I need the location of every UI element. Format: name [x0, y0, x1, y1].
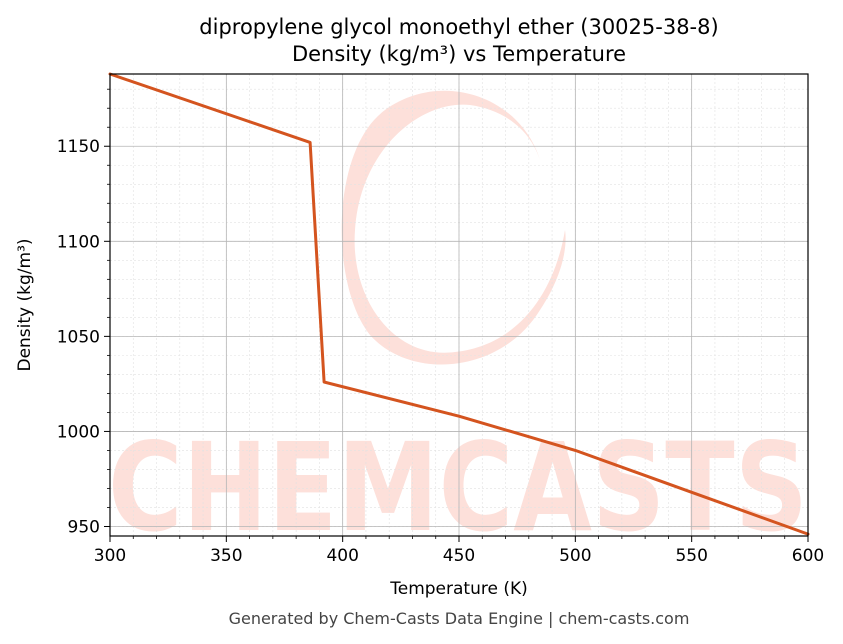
y-tick-label: 1150: [57, 137, 100, 157]
chart-title: dipropylene glycol monoethyl ether (3002…: [199, 15, 718, 39]
chart-subtitle: Density (kg/m³) vs Temperature: [292, 42, 626, 66]
x-axis-ticks: 300 350 400 450 500 550 600: [94, 536, 824, 566]
x-tick-label: 600: [792, 546, 824, 566]
x-tick-label: 350: [210, 546, 242, 566]
y-tick-label: 1050: [57, 327, 100, 347]
y-axis-ticks: 950 1000 1050 1100 1150: [57, 88, 110, 537]
x-tick-label: 400: [326, 546, 358, 566]
major-grid: [109, 74, 809, 536]
watermark-text: CHEMCASTS: [108, 417, 808, 559]
footer-text: Generated by Chem-Casts Data Engine | ch…: [229, 609, 690, 628]
watermark-swirl-icon: [341, 90, 566, 365]
y-tick-label: 1000: [57, 422, 100, 442]
density-series-line: [108, 72, 810, 536]
y-axis-label: Density (kg/m³): [15, 238, 35, 371]
series-layer: [108, 72, 810, 536]
x-tick-label: 500: [559, 546, 591, 566]
x-tick-label: 300: [94, 546, 126, 566]
y-tick-label: 1100: [57, 232, 100, 252]
y-tick-label: 950: [68, 517, 100, 537]
x-axis-label: Temperature (K): [389, 579, 528, 599]
x-tick-label: 550: [675, 546, 707, 566]
x-tick-label: 450: [443, 546, 475, 566]
